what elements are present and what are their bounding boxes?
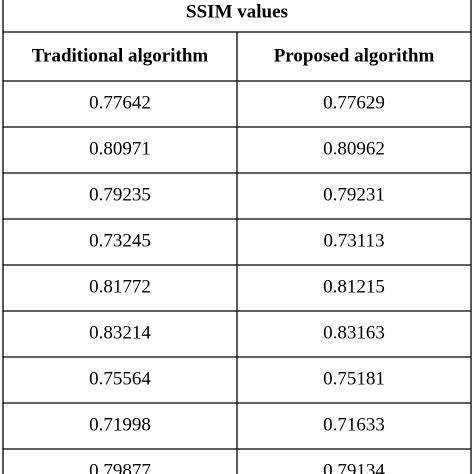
cell: 0.71633 [323,414,385,435]
cell: 0.80971 [89,138,151,159]
cell: 0.83163 [323,322,385,343]
cell: 0.77642 [89,92,151,113]
cell: 0.79235 [89,184,151,205]
column-header: Proposed algorithm [274,45,435,66]
cell: 0.71998 [89,414,151,435]
cell: 0.79134 [323,460,385,474]
cell: 0.73113 [323,230,384,251]
cell: 0.77629 [323,92,385,113]
cell: 0.80962 [323,138,385,159]
cell: 0.81215 [323,276,385,297]
table-title: SSIM values [186,1,288,22]
cell: 0.73245 [89,230,151,251]
column-header: Traditional algorithm [32,45,209,66]
cell: 0.79231 [323,184,385,205]
cell: 0.79877 [89,460,151,474]
cell: 0.75564 [89,368,151,389]
cell: 0.75181 [323,368,385,389]
cell: 0.83214 [89,322,151,343]
cell: 0.81772 [89,276,151,297]
